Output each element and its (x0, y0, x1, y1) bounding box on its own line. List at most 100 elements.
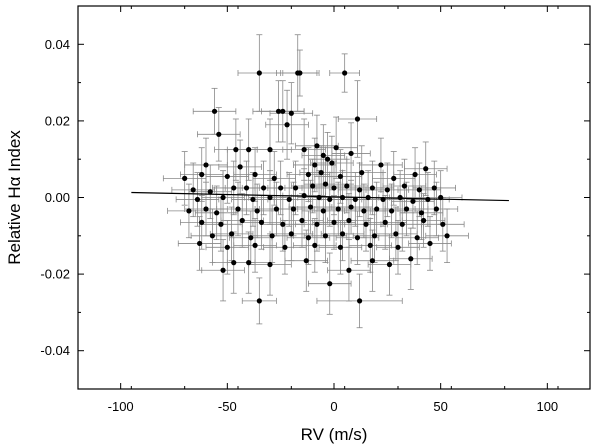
data-point (367, 242, 373, 248)
data-point (357, 187, 363, 193)
data-point (233, 147, 239, 153)
data-point (378, 162, 384, 168)
data-point (288, 110, 294, 116)
data-point (423, 166, 429, 172)
data-point (314, 143, 320, 149)
data-point (243, 185, 250, 191)
data-point (310, 183, 316, 189)
data-point (197, 240, 203, 247)
data-point (425, 196, 431, 203)
data-point (312, 242, 318, 248)
data-point (312, 162, 318, 168)
x-tick-label: 0 (330, 399, 337, 414)
data-point (190, 187, 196, 193)
x-axis-title: RV (m/s) (301, 425, 368, 444)
data-point (286, 196, 292, 203)
data-point (322, 181, 329, 187)
data-point (327, 281, 333, 287)
data-point (339, 231, 346, 237)
data-point (239, 217, 245, 224)
data-point (237, 164, 243, 170)
data-point (246, 260, 252, 266)
data-point (267, 147, 273, 153)
data-point (344, 183, 350, 189)
data-point (307, 204, 314, 210)
data-point (194, 196, 201, 203)
data-point (331, 219, 337, 225)
data-point (346, 267, 352, 273)
data-point (357, 298, 363, 304)
data-point (371, 233, 378, 239)
data-point (316, 194, 322, 201)
data-point (290, 206, 297, 212)
data-point (269, 233, 275, 239)
data-point (267, 261, 273, 268)
data-point (335, 206, 341, 212)
data-point (427, 240, 433, 247)
data-point (207, 189, 213, 195)
y-tick-label: 0.02 (45, 113, 70, 128)
data-point (305, 235, 311, 241)
x-tick-label: -50 (218, 399, 237, 414)
data-point (359, 170, 365, 176)
data-point (329, 160, 335, 166)
data-point (327, 196, 333, 203)
data-point (397, 194, 403, 201)
data-point (261, 185, 267, 191)
data-point (403, 206, 410, 212)
data-point (250, 196, 256, 203)
data-points-layer (182, 70, 450, 304)
data-point (280, 108, 286, 114)
y-axis-ticks: -0.04 -0.02 0.00 0.02 0.04 (40, 5, 590, 390)
data-point (342, 70, 348, 76)
data-point (258, 219, 265, 225)
data-point (361, 208, 367, 214)
data-point (320, 208, 326, 214)
data-point (348, 204, 354, 210)
data-point (224, 244, 230, 250)
data-point (211, 108, 218, 114)
data-point (374, 206, 380, 212)
data-point (365, 194, 371, 201)
data-point (395, 244, 401, 250)
data-point (254, 208, 260, 214)
data-point (348, 150, 354, 157)
data-point (199, 171, 205, 178)
data-point (248, 235, 254, 241)
data-point (431, 185, 437, 191)
data-point (235, 206, 241, 212)
data-point (416, 187, 422, 193)
data-point (252, 171, 258, 178)
data-point (384, 187, 390, 193)
data-point (293, 185, 299, 191)
data-point (325, 156, 331, 162)
data-point (386, 261, 393, 268)
data-point (229, 231, 235, 237)
data-point (331, 185, 337, 191)
y-tick-label: -0.04 (40, 343, 70, 358)
data-point (267, 194, 273, 201)
data-point (414, 235, 420, 241)
data-point (288, 231, 294, 237)
data-point (199, 219, 205, 225)
data-point (280, 221, 286, 227)
data-point (401, 183, 407, 189)
data-point (246, 147, 252, 153)
data-point (297, 70, 303, 76)
y-tick-label: 0.00 (45, 190, 70, 205)
data-point (209, 233, 215, 239)
x-tick-label: -100 (108, 399, 134, 414)
data-point (399, 221, 405, 227)
data-point (282, 244, 288, 250)
data-point (271, 175, 277, 181)
data-point (320, 152, 326, 158)
data-point (369, 185, 375, 191)
data-point (220, 267, 226, 273)
data-point (203, 206, 209, 212)
data-point (440, 221, 446, 227)
data-point (203, 162, 209, 168)
data-point (275, 108, 282, 114)
data-point (318, 170, 324, 176)
x-tick-label: 100 (536, 399, 558, 414)
